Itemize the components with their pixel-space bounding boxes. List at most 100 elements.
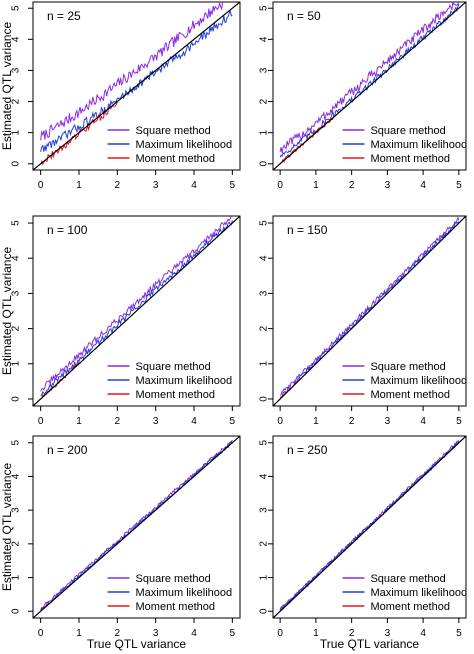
legend-label: Maximum likelihood [370, 375, 467, 387]
identity-line [33, 436, 240, 618]
legend-label: Moment method [136, 389, 215, 401]
series-group [273, 216, 466, 406]
series-line [40, 2, 224, 141]
panel-title: n = 50 [287, 9, 321, 23]
y-tick-label: 5 [259, 440, 270, 446]
panel-2: 0 1 2 3 4 5 0 1 2 3 4 5 n = 50 Square method Maximum l… [259, 1, 467, 191]
y-tick-label: 2 [259, 325, 270, 331]
legend-label: Square method [370, 573, 445, 585]
y-tick-label: 4 [11, 473, 22, 479]
series-line [279, 2, 459, 153]
x-tick-label: 1 [313, 628, 319, 639]
x-tick-label: 1 [313, 180, 319, 191]
legend-label: Square method [136, 125, 211, 137]
x-tick-label: 4 [191, 628, 197, 639]
y-tick-label: 4 [11, 36, 22, 42]
x-tick-label: 2 [349, 628, 355, 639]
plot-frame [32, 215, 241, 407]
y-tick-label: 0 [259, 396, 270, 402]
y-axis-label: Estimated QTL variance [0, 22, 14, 151]
series-group [33, 2, 240, 170]
x-tick-label: 4 [420, 180, 426, 191]
panel-title: n = 150 [287, 223, 328, 237]
x-tick-label: 4 [420, 416, 426, 427]
y-tick-label: 4 [259, 473, 270, 479]
y-tick-label: 2 [11, 98, 22, 104]
x-tick-label: 5 [456, 416, 462, 427]
x-tick-label: 2 [349, 416, 355, 427]
y-tick-label: 4 [259, 36, 270, 42]
x-tick-label: 1 [76, 416, 82, 427]
series-line [279, 440, 460, 611]
y-tick-label: 0 [11, 161, 22, 167]
y-tick-label: 0 [259, 608, 270, 614]
plot-frame [272, 1, 467, 171]
series-group [33, 436, 240, 618]
y-tick-label: 1 [259, 129, 270, 135]
y-tick-label: 4 [259, 255, 270, 261]
legend-label: Maximum likelihood [136, 375, 233, 387]
panel-5: 0 1 2 3 4 5 0 1 2 3 4 5 n = 200 Square method Maximum … [11, 435, 241, 639]
y-tick-label: 0 [11, 396, 22, 402]
x-tick-label: 3 [385, 416, 391, 427]
identity-line [273, 2, 466, 170]
x-tick-label: 5 [230, 180, 236, 191]
identity-line [33, 2, 240, 170]
series-group [33, 216, 240, 406]
legend-label: Maximum likelihood [370, 139, 467, 151]
x-tick-label: 5 [230, 416, 236, 427]
y-tick-label: 3 [11, 290, 22, 296]
x-tick-label: 1 [76, 180, 82, 191]
y-tick-label: 5 [11, 5, 22, 11]
panel-3: 0 1 2 3 4 5 0 1 2 3 4 5 n = 100 Square method Maximum … [11, 215, 241, 427]
x-tick-label: 4 [191, 180, 197, 191]
x-tick-label: 2 [115, 416, 121, 427]
legend-label: Moment method [136, 601, 215, 613]
x-tick-label: 0 [277, 416, 283, 427]
panel-1: 0 1 2 3 4 5 0 1 2 3 4 5 n = 25 Square method Maximum l… [11, 1, 241, 191]
series-line [279, 216, 460, 396]
x-tick-label: 0 [38, 180, 44, 191]
y-tick-label: 3 [11, 507, 22, 513]
y-tick-label: 5 [259, 5, 270, 11]
y-tick-label: 1 [11, 361, 22, 367]
panel-6: 0 1 2 3 4 5 0 1 2 3 4 5 n = 250 Square method Maximum … [259, 435, 467, 639]
y-axis-label: Estimated QTL variance [0, 247, 14, 376]
legend-label: Maximum likelihood [136, 587, 233, 599]
legend-label: Square method [136, 361, 211, 373]
legend-label: Moment method [370, 601, 449, 613]
series-line [40, 216, 233, 392]
y-tick-label: 5 [11, 220, 22, 226]
x-tick-label: 4 [191, 416, 197, 427]
y-tick-label: 3 [259, 67, 270, 73]
legend-label: Maximum likelihood [370, 587, 467, 599]
legend-label: Square method [370, 125, 445, 137]
x-axis-label: True QTL variance [87, 637, 186, 651]
y-tick-label: 1 [259, 361, 270, 367]
legend-label: Moment method [370, 153, 449, 165]
y-tick-label: 2 [11, 541, 22, 547]
x-tick-label: 3 [153, 180, 159, 191]
panel-title: n = 100 [47, 223, 88, 237]
x-tick-label: 5 [456, 180, 462, 191]
x-tick-label: 3 [153, 628, 159, 639]
y-tick-label: 1 [259, 574, 270, 580]
y-tick-label: 5 [11, 440, 22, 446]
x-tick-label: 3 [385, 180, 391, 191]
y-tick-label: 3 [259, 507, 270, 513]
x-tick-label: 5 [456, 628, 462, 639]
x-tick-label: 1 [76, 628, 82, 639]
panel-4: 0 1 2 3 4 5 0 1 2 3 4 5 n = 150 Square method Maximum … [259, 215, 467, 427]
y-tick-label: 1 [11, 129, 22, 135]
x-tick-label: 0 [38, 628, 44, 639]
x-tick-label: 2 [349, 180, 355, 191]
panel-title: n = 25 [47, 9, 81, 23]
y-tick-label: 4 [11, 255, 22, 261]
x-tick-label: 0 [38, 416, 44, 427]
x-tick-label: 5 [230, 628, 236, 639]
x-tick-label: 2 [115, 180, 121, 191]
y-tick-label: 2 [11, 325, 22, 331]
y-tick-label: 5 [259, 220, 270, 226]
y-tick-label: 1 [11, 574, 22, 580]
